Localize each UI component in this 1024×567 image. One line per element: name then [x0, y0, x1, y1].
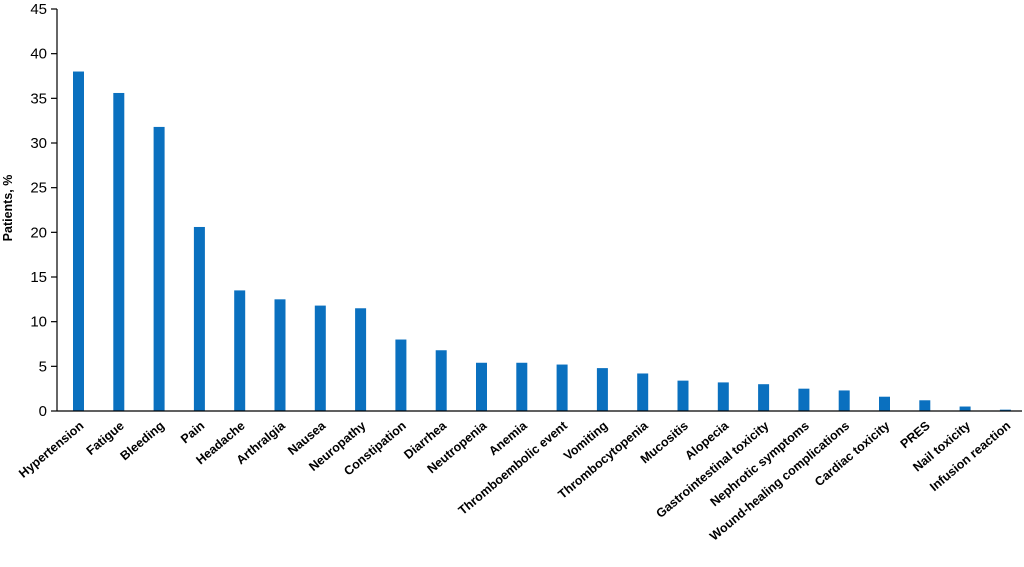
y-tick-label: 5 [39, 358, 47, 375]
x-tick-label: Pain [178, 419, 207, 447]
bar-mucositis [677, 380, 689, 411]
bar-fatigue [113, 92, 125, 411]
bar-pain [193, 226, 205, 411]
bar-neuropathy [355, 308, 367, 411]
x-tick-label: Hypertension [16, 419, 86, 481]
bar-hypertension [73, 71, 84, 411]
bar-thromboembolic-event [556, 364, 568, 411]
bar-infusion-reaction [999, 409, 1011, 411]
bar-gastrointestinal-toxicity [758, 384, 770, 411]
bar-alopecia [717, 382, 729, 411]
x-tick-label: Bleeding [118, 419, 167, 464]
bar-vomiting [596, 368, 608, 411]
y-tick-label: 40 [30, 46, 47, 63]
labels-layer: 051015202530354045HypertensionFatigueBle… [16, 1, 1013, 543]
bar-constipation [395, 339, 407, 411]
bar-nausea [314, 305, 326, 411]
y-tick-label: 10 [30, 314, 47, 331]
bar-arthralgia [274, 299, 286, 411]
bar-diarrhea [435, 350, 447, 411]
bar-neutropenia [476, 362, 487, 411]
bar-nephrotic-symptoms [798, 388, 810, 411]
y-tick-label: 30 [30, 135, 47, 152]
bar-bleeding [153, 126, 165, 412]
y-tick-label: 35 [30, 90, 47, 107]
y-tick-label: 45 [30, 1, 47, 18]
x-tick-label: PRES [898, 419, 933, 452]
bar-pres [919, 400, 931, 411]
bar-nail-toxicity [959, 406, 971, 411]
bar-anemia [516, 362, 528, 411]
axes-layer [51, 8, 1022, 412]
y-axis-title: Patients, % [1, 175, 15, 242]
bar-cardiac-toxicity [879, 396, 890, 411]
y-tick-label: 0 [39, 403, 47, 420]
x-tick-label: Cardiac toxicity [812, 419, 892, 490]
y-tick-label: 25 [30, 180, 47, 197]
y-tick-label: 15 [30, 269, 47, 286]
bars-layer [73, 71, 1011, 412]
y-tick-label: 20 [30, 224, 47, 241]
bar-headache [234, 290, 246, 411]
bar-thrombocytopenia [637, 373, 649, 411]
bar-wound-healing-complications [838, 390, 850, 411]
